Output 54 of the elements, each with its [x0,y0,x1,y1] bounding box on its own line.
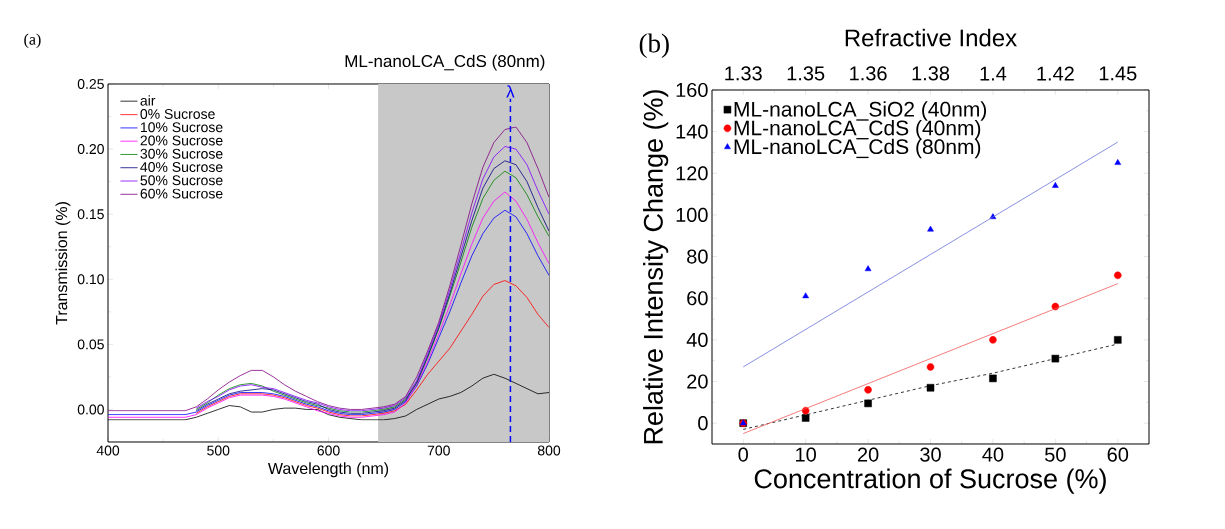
y-axis-title: Relative Intensity Change (%) [643,90,669,444]
x-tick-label: 500 [207,445,230,456]
x-tick-label: 50 [1045,447,1066,462]
text: (a) [24,33,41,49]
x-axis-title: Concentration of Sucrose (%) [754,468,1106,494]
x2-axis-title: Refractive Index [845,28,1017,47]
y-axis-title: Transmission (%) [55,202,71,325]
legend-label: 40% Sucrose [140,162,223,173]
legend-label: 20% Sucrose [140,135,223,146]
text: 1.36 [850,66,887,81]
legend-label: 0% Sucrose [140,108,215,119]
text: 1.33 [725,66,762,81]
y-tick-label: 0.25 [77,79,104,89]
legend-label: ML-nanoLCA_SiO2 (40nm) [734,101,987,121]
text: 1.42 [1037,66,1074,81]
x-tick-label: 60 [1107,447,1129,462]
x-tick-label: 800 [537,445,561,456]
y-tick-label: 140 [676,124,708,139]
legend-label: 30% Sucrose [140,148,223,159]
x-tick-label: 0 [738,447,748,462]
y-tick-label: 120 [676,166,708,181]
x-tick-label: 30 [920,447,941,462]
y-tick-label: 0 [698,416,708,431]
text: 1.4 [980,66,1007,81]
y-tick-label: 60 [687,291,708,306]
ref-line-label: λ [506,85,515,98]
legend-label: ML-nanoLCA_CdS (40nm) [734,119,981,140]
y-tick-label: 0.15 [77,209,104,220]
legend-label: air [140,95,156,106]
x-tick-label: 20 [857,447,879,462]
y-tick-label: 0.10 [77,274,104,285]
x-axis-title: Wavelength (nm) [267,462,389,478]
y-tick-label: 0.00 [77,404,104,415]
x-tick-label: 700 [427,445,450,456]
text: 1.35 [787,66,825,81]
y-tick-label: 80 [687,249,708,264]
legend-label: 10% Sucrose [140,122,223,133]
y-tick-label: 20 [687,374,708,389]
legend-label: 60% Sucrose [140,188,223,199]
text: 1.45 [1099,66,1137,81]
x-tick-label: 10 [796,447,816,462]
legend-label: 50% Sucrose [140,175,223,186]
chart-title: ML-nanoLCA_CdS (80nm) [345,54,545,71]
x-tick-label: 600 [317,445,340,456]
text: 1.38 [912,66,950,81]
y-tick-label: 0.05 [77,339,104,350]
legend-label: ML-nanoLCA_CdS (80nm) [734,138,981,159]
x-tick-label: 400 [96,445,120,456]
y-tick-label: 160 [676,82,708,98]
y-tick-label: 40 [686,332,708,347]
y-tick-label: 100 [676,207,708,222]
y-tick-label: 0.20 [77,144,104,155]
x-tick-label: 40 [982,447,1004,462]
text: (b) [639,33,669,59]
